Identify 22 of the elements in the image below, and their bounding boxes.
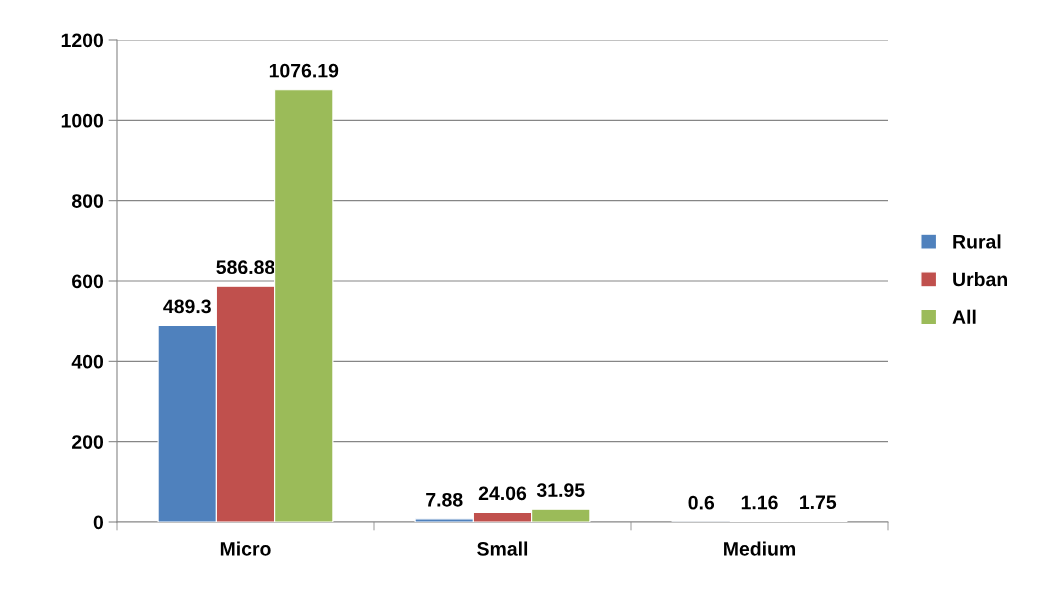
x-tick-label: Small [477,541,528,556]
x-tick-label: Micro [220,541,271,556]
data-label: 1.75 [800,495,837,510]
data-label: 24.06 [478,486,527,501]
data-label: 31.95 [536,483,585,498]
y-tick-label: 0 [93,515,104,530]
data-label: 586.88 [216,260,275,275]
x-tick-label: Medium [724,541,796,556]
data-label: 1.16 [741,495,778,510]
y-tick-label: 1000 [61,113,104,128]
y-tick-label: 800 [71,194,104,208]
data-label: 489.3 [163,299,211,314]
y-tick-label: 200 [72,435,104,449]
data-label: 7.88 [426,492,463,507]
legend-label: Urban [953,271,1007,287]
y-tick-label: 1200 [61,33,104,48]
y-tick-label: 600 [72,274,104,289]
data-label: 0.6 [688,495,715,510]
y-tick-label: 400 [71,354,104,369]
legend-label: Rural [953,234,1001,249]
legend-label: All [952,309,976,324]
data-label: 1076.19 [269,63,339,78]
